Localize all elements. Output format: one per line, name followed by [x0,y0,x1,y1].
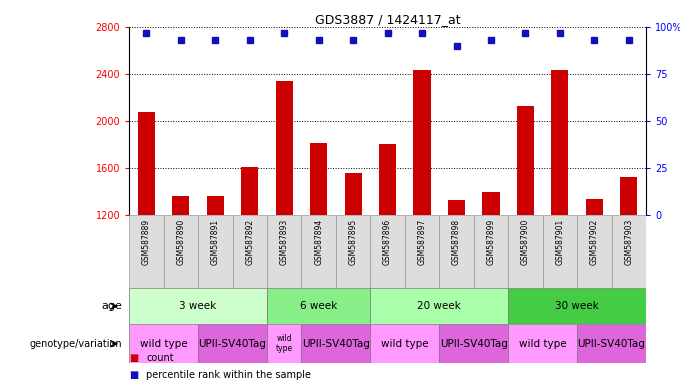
Bar [482,192,500,215]
Text: UPII-SV40Tag: UPII-SV40Tag [577,339,645,349]
Text: count: count [146,353,174,363]
Bar [345,173,362,215]
Text: 6 week: 6 week [300,301,337,311]
Bar [371,288,508,324]
Bar [577,324,646,363]
Bar [405,215,439,288]
Text: wild type: wild type [381,339,428,349]
Bar [275,81,293,215]
Bar [241,167,258,215]
Bar [207,196,224,215]
Bar [233,215,267,288]
Bar [371,215,405,288]
Bar [267,288,371,324]
Bar [577,215,611,288]
Bar [448,200,465,215]
Text: age: age [101,301,122,311]
Bar [439,324,508,363]
Bar [585,199,603,215]
Bar [517,106,534,215]
Bar [336,215,371,288]
Bar [379,144,396,215]
Bar [129,215,164,288]
Text: GSM587889: GSM587889 [142,219,151,265]
Text: GSM587893: GSM587893 [279,219,289,265]
Text: ■: ■ [129,370,139,380]
Bar [267,215,301,288]
Text: GSM587891: GSM587891 [211,219,220,265]
Text: GSM587898: GSM587898 [452,219,461,265]
Bar [620,177,637,215]
Bar [301,324,371,363]
Bar [439,215,474,288]
Bar [129,288,267,324]
Bar [508,288,646,324]
Text: UPII-SV40Tag: UPII-SV40Tag [199,339,267,349]
Text: GSM587892: GSM587892 [245,219,254,265]
Bar [611,215,646,288]
Bar [508,215,543,288]
Bar [551,70,568,215]
Text: GSM587901: GSM587901 [556,219,564,265]
Bar [508,324,577,363]
Bar [138,112,155,215]
Text: ■: ■ [129,353,139,363]
Text: GSM587900: GSM587900 [521,219,530,265]
Text: percentile rank within the sample: percentile rank within the sample [146,370,311,380]
Text: GSM587894: GSM587894 [314,219,323,265]
Bar [543,215,577,288]
Text: GSM587902: GSM587902 [590,219,599,265]
Text: 30 week: 30 week [555,301,599,311]
Text: GSM587896: GSM587896 [383,219,392,265]
Text: GSM587903: GSM587903 [624,219,633,265]
Bar [267,324,301,363]
Text: UPII-SV40Tag: UPII-SV40Tag [440,339,508,349]
Text: GSM587897: GSM587897 [418,219,426,265]
Text: genotype/variation: genotype/variation [30,339,122,349]
Text: wild type: wild type [140,339,188,349]
Text: GSM587895: GSM587895 [349,219,358,265]
Text: GSM587890: GSM587890 [176,219,186,265]
Text: wild
type: wild type [275,334,293,353]
Text: 3 week: 3 week [180,301,217,311]
Bar [164,215,198,288]
Bar [474,215,508,288]
Bar [172,196,190,215]
Bar [301,215,336,288]
Bar [413,70,430,215]
Bar [198,324,267,363]
Text: wild type: wild type [519,339,566,349]
Text: 20 week: 20 week [418,301,461,311]
Title: GDS3887 / 1424117_at: GDS3887 / 1424117_at [315,13,460,26]
Text: GSM587899: GSM587899 [486,219,496,265]
Text: UPII-SV40Tag: UPII-SV40Tag [302,339,370,349]
Bar [371,324,439,363]
Bar [198,215,233,288]
Bar [310,143,327,215]
Bar [129,324,198,363]
